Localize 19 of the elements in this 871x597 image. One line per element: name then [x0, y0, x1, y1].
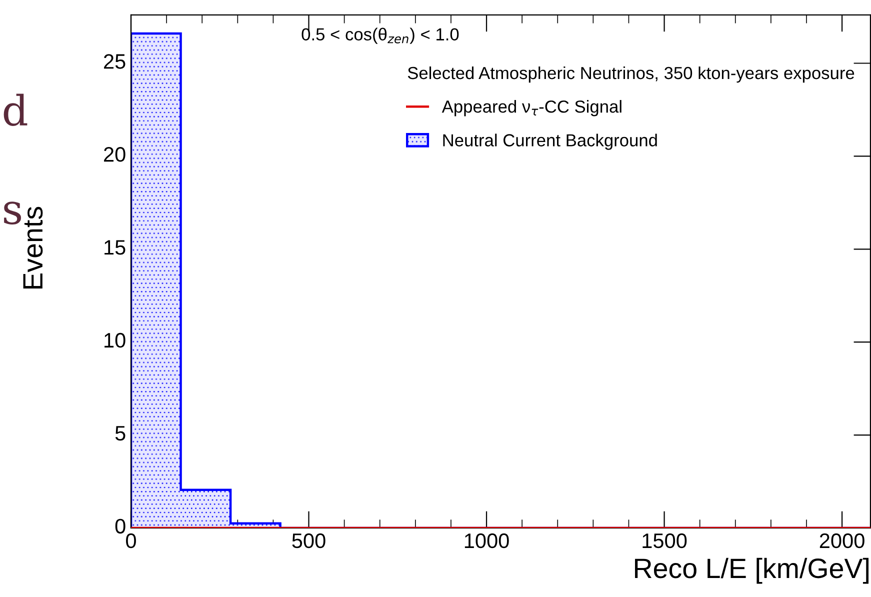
y-tick-label: 20: [104, 147, 126, 162]
y-tick-label: 10: [104, 332, 126, 348]
legend-label: Neutral Current Background: [443, 134, 657, 150]
x-tick-label: 2000: [820, 533, 864, 548]
y-axis-title: Events: [23, 206, 43, 289]
x-tick-label: 500: [292, 533, 326, 548]
y-tick-label: 0: [115, 518, 126, 534]
text: s: [4, 202, 21, 224]
text: d: [4, 94, 28, 126]
legend-title: Selected Atmospheric Neutrinos, 350 kton-years exposure: [408, 66, 854, 83]
y-tick-label: 5: [115, 426, 126, 441]
x-tick-label: 1000: [464, 533, 509, 548]
y-tick-label: 25: [104, 54, 126, 69]
y-tick-label: 15: [104, 240, 126, 255]
x-tick-label: 1500: [642, 533, 687, 548]
x-axis-title: Reco L/E [km/GeV]: [635, 558, 869, 584]
legend-label: Appeared ν$_{τ}$-CC Signal: [442, 100, 622, 116]
annotation: 0.5 < cos(θ$_{zen}$) < 1.0: [302, 28, 459, 44]
x-tick-label: 0: [126, 533, 136, 548]
